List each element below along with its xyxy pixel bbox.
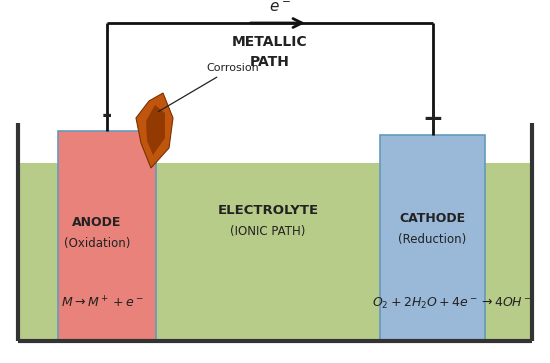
Text: +: + [422,107,443,131]
Text: (Oxidation): (Oxidation) [64,237,130,249]
Text: $O_2 + 2H_2O + 4e^- \rightarrow 4OH^-$: $O_2 + 2H_2O + 4e^- \rightarrow 4OH^-$ [372,295,532,311]
Polygon shape [136,93,173,168]
Text: ELECTROLYTE: ELECTROLYTE [217,204,318,216]
Polygon shape [146,105,165,155]
Text: Corrosion: Corrosion [158,63,258,111]
Bar [18,163,532,341]
Bar [380,135,485,341]
Bar [58,131,156,341]
Text: -: - [102,103,112,127]
Text: (IONIC PATH): (IONIC PATH) [230,224,306,237]
Text: $e^-$: $e^-$ [269,0,291,15]
Text: (Reduction): (Reduction) [398,232,466,245]
Text: CATHODE: CATHODE [399,212,465,224]
Text: $M \rightarrow M^+ + e^-$: $M \rightarrow M^+ + e^-$ [60,295,143,311]
Text: METALLIC
PATH: METALLIC PATH [232,35,307,69]
Text: ANODE: ANODE [72,216,122,229]
